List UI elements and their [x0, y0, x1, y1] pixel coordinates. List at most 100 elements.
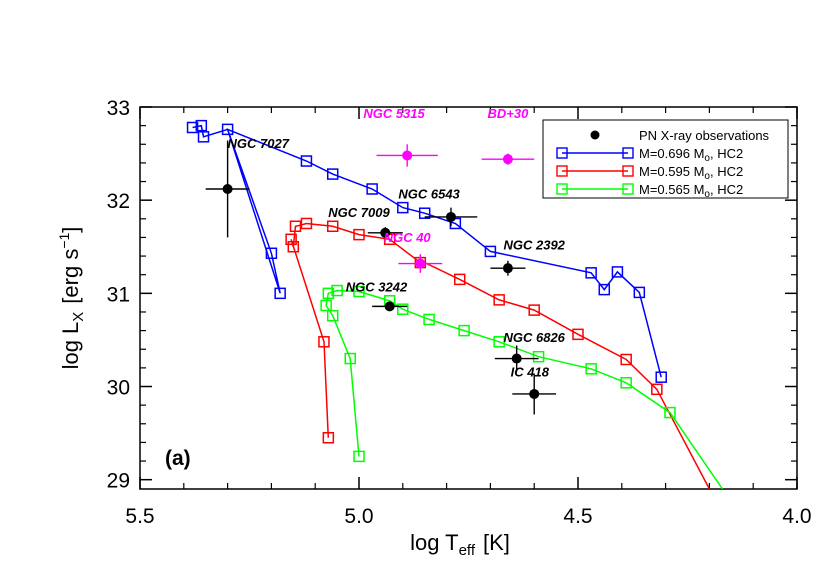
track-marker — [664, 406, 676, 419]
legend-entry: M=0.696 Mo, HC2 — [556, 146, 743, 164]
track-marker — [344, 352, 356, 365]
legend-label-main: PN X-ray observations — [639, 128, 770, 143]
observation-dot — [380, 227, 391, 238]
track-marker — [300, 217, 313, 230]
track-marker — [265, 247, 278, 260]
track-marker — [320, 299, 332, 312]
track-marker — [620, 353, 632, 366]
track-marker — [458, 324, 470, 337]
legend-label-main: M=0.696 M — [639, 146, 704, 161]
track-marker — [318, 336, 330, 348]
observation-point — [512, 373, 557, 415]
track-marker — [423, 313, 435, 326]
object-label: IC 418 — [511, 364, 550, 379]
track-marker — [289, 220, 302, 233]
legend-entry: PN X-ray observations — [590, 128, 770, 143]
object-label: NGC 5315 — [363, 106, 425, 121]
observation-dot — [415, 258, 426, 269]
legend-label-suffix: , HC2 — [710, 164, 743, 179]
track-marker — [195, 119, 208, 132]
observation-point — [490, 260, 526, 276]
y-tick-label: 29 — [107, 470, 130, 493]
panel-label: (a) — [165, 447, 191, 470]
observation-dot — [502, 263, 513, 274]
legend-marker — [622, 165, 634, 177]
object-label: NGC 40 — [384, 230, 432, 245]
x-axis-title-main: log T — [410, 530, 459, 555]
legend-label-main: M=0.565 M — [639, 182, 704, 197]
legend-box — [542, 119, 789, 199]
observation-point — [481, 153, 535, 165]
object-label: NGC 2392 — [503, 238, 565, 253]
track-marker — [418, 207, 431, 219]
observation-dot — [511, 353, 522, 364]
x-axis-title: log Teff [K] — [410, 530, 510, 559]
object-label: NGC 3242 — [346, 279, 408, 294]
plot-frame — [139, 106, 798, 490]
legend-label: M=0.565 Mo, HC2 — [639, 182, 743, 200]
track-marker — [326, 168, 339, 180]
y-tick-label: 31 — [107, 283, 130, 306]
axes: 5.5 5.0 4.5 4.0 29 30 31 32 33 — [107, 97, 812, 528]
observation-point — [372, 301, 408, 312]
object-label: BD+30 — [488, 106, 530, 121]
y-tick-label: 33 — [107, 97, 130, 120]
observation-point — [424, 207, 478, 227]
track-marker — [493, 294, 505, 306]
legend-label-suffix: , HC2 — [710, 182, 743, 197]
track-marker — [300, 155, 313, 167]
observation-point — [205, 140, 250, 238]
y-axis-title-unit-sup: −1 — [56, 232, 72, 248]
track-marker — [585, 363, 597, 375]
track-marker — [274, 287, 286, 300]
legend-label-main: M=0.595 M — [639, 164, 704, 179]
track-marker — [353, 450, 365, 463]
evolutionary-tracks — [186, 119, 724, 489]
track-marker — [353, 285, 365, 298]
x-axis-title-unit: [K] — [483, 530, 510, 555]
observation-dot — [502, 154, 513, 165]
observation-dot — [445, 211, 456, 222]
track-line-1 — [192, 124, 662, 378]
object-label: NGC 6543 — [398, 186, 460, 201]
observation-point — [398, 254, 443, 273]
track-marker — [322, 287, 335, 300]
legend-marker — [556, 165, 568, 177]
track-marker — [611, 266, 624, 278]
legend-label: PN X-ray observations — [639, 128, 770, 143]
track-marker — [651, 383, 663, 396]
track-marker — [326, 220, 339, 233]
track-marker — [397, 303, 409, 315]
legend-label-solar-symbol: o — [704, 189, 710, 200]
observation-point — [367, 227, 403, 239]
legend-entry: M=0.565 Mo, HC2 — [556, 182, 743, 200]
track-marker — [633, 286, 646, 299]
track-marker — [397, 201, 409, 214]
observation-dot — [402, 150, 413, 161]
x-tick-label: 5.5 — [125, 505, 154, 528]
track-marker — [221, 123, 234, 136]
track-marker — [493, 336, 505, 348]
y-tick-label: 32 — [107, 190, 130, 213]
track-marker — [585, 267, 597, 279]
x-tick-label: 4.5 — [563, 505, 592, 528]
observation-point — [376, 144, 438, 167]
track-marker — [186, 121, 199, 134]
track-marker — [322, 432, 335, 444]
legend-label-solar-symbol: o — [704, 171, 710, 182]
track-marker — [598, 283, 611, 296]
x-axis-title-sub: eff — [459, 542, 476, 559]
legend-marker — [622, 147, 634, 159]
legend-marker — [556, 183, 568, 195]
track-line-3 — [325, 289, 724, 489]
object-label: NGC 7027 — [228, 136, 290, 151]
track-marker — [453, 273, 466, 286]
legend-label-solar-symbol: o — [704, 153, 710, 164]
track-marker — [353, 228, 365, 241]
legend-dot — [590, 130, 600, 140]
y-axis-title-sub: X — [70, 312, 87, 322]
observation-dot — [384, 301, 395, 312]
observation-dot — [222, 183, 233, 194]
y-tick-label: 30 — [107, 377, 130, 400]
